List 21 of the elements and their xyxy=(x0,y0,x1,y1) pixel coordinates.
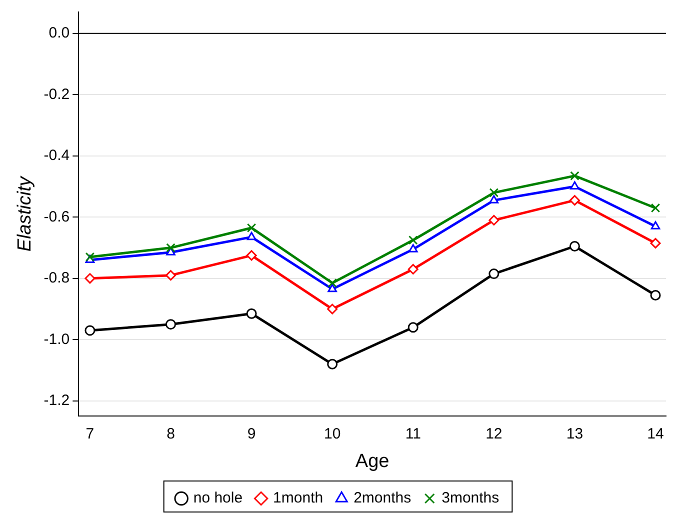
x-tick-label: 13 xyxy=(566,425,584,442)
legend-label: no hole xyxy=(193,490,243,507)
y-tick-label: -1.2 xyxy=(44,392,70,410)
y-tick-label: -0.8 xyxy=(44,270,70,287)
y-tick-label: -0.6 xyxy=(44,208,70,226)
y-axis-title: Elasticity xyxy=(14,175,36,252)
legend-label: 2months xyxy=(354,490,412,507)
x-axis-title: Age xyxy=(355,450,390,472)
x-tick-label: 12 xyxy=(486,425,502,442)
x-tick-label: 7 xyxy=(86,425,94,442)
legend-label: 3months xyxy=(442,490,500,507)
x-tick-label: 14 xyxy=(647,425,664,442)
y-tick-label: -0.4 xyxy=(44,147,70,164)
x-tick-label: 10 xyxy=(324,425,341,442)
x-tick-label: 11 xyxy=(405,425,421,442)
legend-label: 1month xyxy=(273,490,324,507)
x-tick-label: 9 xyxy=(247,425,256,442)
y-tick-label: 0.0 xyxy=(48,24,70,42)
y-tick-label: -0.2 xyxy=(44,86,70,103)
x-tick-label: 8 xyxy=(166,425,175,442)
y-tick-label: -1.0 xyxy=(44,330,70,348)
